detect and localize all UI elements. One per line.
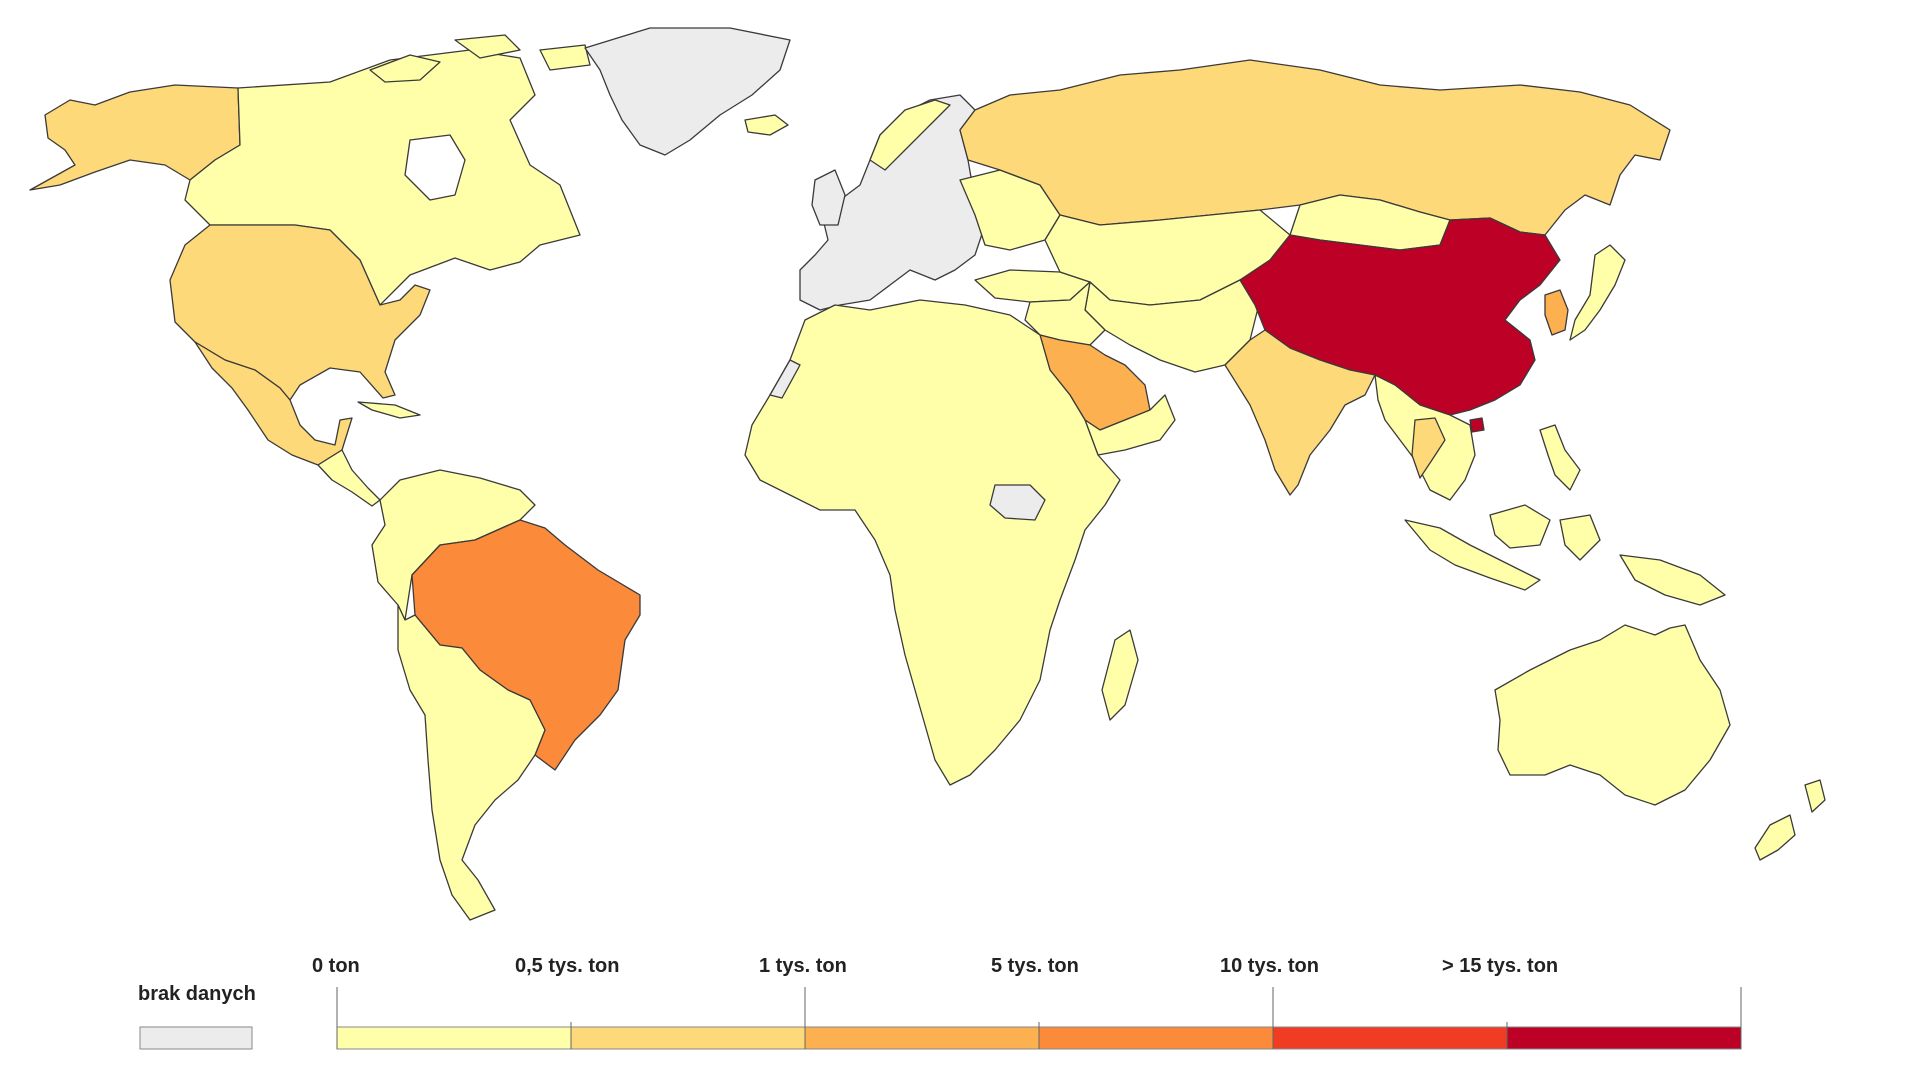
region-japan xyxy=(1569,244,1626,341)
region-uk xyxy=(811,169,846,226)
legend-tick-label-3: 1 tys. ton xyxy=(759,955,847,977)
legend-nodata-swatch xyxy=(139,1026,253,1050)
legend-bin-6 xyxy=(1506,1026,1742,1050)
legend-tick-label-1: 0 ton xyxy=(312,955,360,977)
region-madagascar xyxy=(1101,629,1139,721)
region-greenland xyxy=(584,27,791,156)
region-new-guinea xyxy=(1619,554,1726,606)
region-australia xyxy=(1494,624,1731,806)
region-mexico xyxy=(194,341,353,466)
legend-bin-1 xyxy=(336,1026,572,1050)
legend-bin-4 xyxy=(1038,1026,1274,1050)
region-philippines xyxy=(1539,424,1581,491)
region-hudson-bay xyxy=(404,134,466,201)
region-korea xyxy=(1544,289,1569,336)
legend-bin-5 xyxy=(1272,1026,1508,1050)
region-scandinavia-east xyxy=(869,99,951,171)
legend-tick-label-2: 0,5 tys. ton xyxy=(515,955,619,977)
region-thailand xyxy=(1411,417,1446,479)
region-iceland xyxy=(744,114,789,136)
region-malaysia-indonesia xyxy=(1404,504,1601,591)
region-new-zealand xyxy=(1754,779,1826,861)
region-hainan xyxy=(1469,417,1485,433)
region-yemen-oman xyxy=(1084,394,1176,456)
legend-tick-label-6: > 15 tys. ton xyxy=(1442,955,1558,977)
region-africa xyxy=(744,299,1121,786)
region-south-sudan xyxy=(989,484,1046,521)
legend-bin-2 xyxy=(570,1026,806,1050)
legend-nodata-label: brak danych xyxy=(138,983,256,1005)
legend: brak danych 0 ton 0,5 tys. ton 1 tys. to… xyxy=(138,955,1742,1050)
legend-bin-3 xyxy=(804,1026,1040,1050)
region-south-america-south xyxy=(397,604,546,921)
legend-colorbar: 0 ton 0,5 tys. ton 1 tys. ton 5 tys. ton… xyxy=(312,955,1742,1050)
region-canada xyxy=(184,49,581,306)
legend-tick-label-4: 5 tys. ton xyxy=(991,955,1079,977)
region-cuba xyxy=(357,401,421,419)
region-alaska xyxy=(29,84,241,191)
region-levant-iraq xyxy=(1024,281,1106,346)
legend-tick-label-5: 10 tys. ton xyxy=(1220,955,1319,977)
region-canada-islands xyxy=(369,34,591,83)
region-india xyxy=(1224,329,1376,496)
region-western-sahara xyxy=(769,359,801,399)
